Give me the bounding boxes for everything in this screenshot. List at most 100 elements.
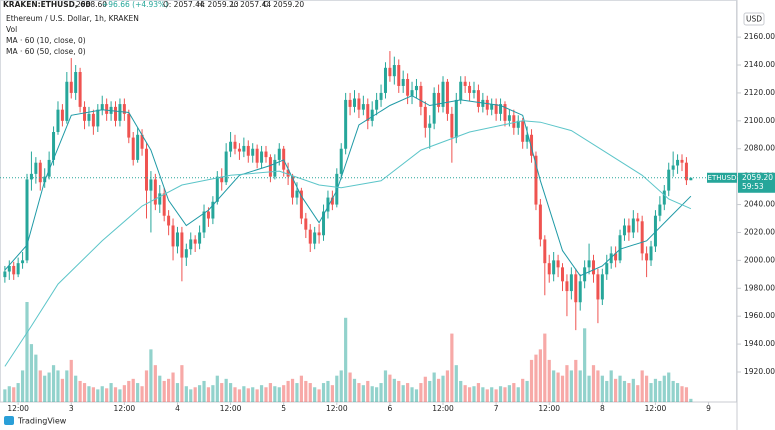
- volume-bar: [282, 385, 286, 402]
- volume-bar: [189, 389, 193, 402]
- candle-body: [397, 65, 401, 86]
- volume-bar: [299, 375, 303, 402]
- volume-bar: [556, 372, 560, 402]
- candle-body: [689, 177, 693, 181]
- candle-body: [317, 232, 321, 236]
- volume-bar: [503, 387, 507, 402]
- candle-body: [282, 148, 286, 170]
- y-tick-label: 2080.00: [744, 144, 775, 153]
- candle-body: [339, 148, 343, 174]
- volume-bar: [569, 370, 573, 402]
- volume-bar: [158, 375, 162, 402]
- volume-label: Vol: [6, 25, 17, 34]
- volume-bar: [534, 354, 538, 402]
- candle-body: [136, 134, 140, 160]
- candle-body: [7, 265, 11, 272]
- x-tick-label: 9: [706, 404, 711, 413]
- candle-body: [131, 137, 135, 160]
- volume-bar: [25, 302, 29, 402]
- volume-bar: [237, 389, 242, 402]
- candle-body: [534, 155, 538, 205]
- candle-body: [587, 260, 591, 268]
- volume-bar: [658, 380, 662, 402]
- volume-bar: [645, 375, 649, 402]
- candle-body: [224, 151, 228, 183]
- candle-body: [237, 148, 241, 152]
- volume-bar: [383, 370, 388, 402]
- candle-body: [65, 81, 69, 121]
- x-tick-label: 3: [69, 404, 74, 413]
- volume-bar: [388, 374, 392, 402]
- candle-body: [366, 104, 370, 121]
- volume-bar: [436, 378, 441, 402]
- volume-bar: [370, 386, 374, 402]
- candle-body: [299, 190, 303, 219]
- x-tick-label: 8: [600, 404, 605, 413]
- candle-body: [543, 239, 547, 264]
- candle-body: [428, 123, 432, 128]
- y-tick-label: 2120.00: [744, 88, 775, 97]
- candle-body: [344, 99, 348, 149]
- volume-bar: [335, 375, 339, 402]
- volume-bar: [326, 380, 330, 402]
- candle-body: [260, 151, 264, 163]
- y-tick-label: 1960.00: [744, 311, 775, 320]
- candle-body: [569, 274, 573, 292]
- volume-bar: [149, 349, 153, 402]
- volume-bar: [459, 380, 463, 402]
- volume-bar: [481, 387, 485, 402]
- volume-bar: [476, 383, 481, 402]
- volume-bar: [206, 387, 211, 402]
- candle-body: [472, 90, 476, 93]
- brand-name: TradingView: [17, 417, 67, 426]
- volume-bar: [640, 370, 644, 402]
- candle-body: [463, 81, 467, 86]
- volume-bar: [423, 376, 427, 402]
- volume-bar: [162, 380, 166, 402]
- ohlc-high: H: 2059.20: [197, 0, 239, 9]
- candle-body: [255, 148, 259, 163]
- candle-body: [640, 221, 644, 254]
- volume-bar: [507, 385, 512, 402]
- candle-body: [171, 225, 175, 247]
- moving-average: [4, 95, 692, 277]
- candle-body: [96, 109, 100, 127]
- volume-bar: [233, 387, 237, 402]
- candle-body: [215, 176, 219, 202]
- x-tick-label: 4: [175, 404, 180, 413]
- candle-body: [91, 113, 95, 127]
- candle-body: [273, 159, 277, 177]
- volume-bar: [295, 383, 299, 402]
- volume-bar: [450, 333, 454, 402]
- y-tick-label: 1980.00: [744, 283, 775, 292]
- y-tick-label: 1920.00: [744, 367, 775, 376]
- candle-body: [149, 179, 153, 191]
- candle-body: [295, 190, 299, 198]
- candle-body: [676, 159, 680, 166]
- volume-bar: [91, 387, 95, 402]
- candle-body: [494, 104, 498, 114]
- volume-bar: [100, 386, 104, 402]
- volume-bar: [485, 389, 489, 402]
- candle-body: [552, 260, 556, 275]
- volume-bar: [290, 378, 295, 402]
- volume-bar: [467, 387, 472, 402]
- candle-body: [25, 179, 29, 261]
- candle-body: [516, 120, 520, 128]
- candle-body: [118, 104, 122, 121]
- volume-bar: [78, 380, 82, 402]
- symbol: KRAKEN:ETHUSD, 60: [3, 0, 91, 9]
- candle-body: [353, 98, 357, 107]
- x-tick-label: 12:00: [114, 404, 136, 413]
- volume-bar: [246, 388, 250, 402]
- currency-box[interactable]: [743, 12, 765, 26]
- candle-body: [419, 85, 423, 107]
- volume-bar: [259, 385, 264, 402]
- volume-bar: [3, 389, 7, 402]
- candle-body: [286, 169, 290, 177]
- candle-body: [370, 109, 374, 121]
- volume-bar: [419, 383, 423, 402]
- currency[interactable]: USD: [746, 15, 762, 24]
- candle-body: [251, 148, 255, 156]
